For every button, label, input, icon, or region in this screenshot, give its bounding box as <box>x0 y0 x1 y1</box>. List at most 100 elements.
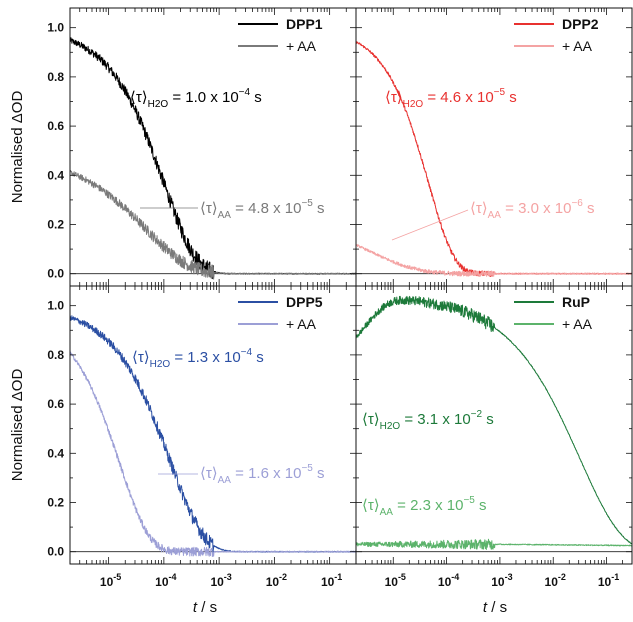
x-tick-label: 10-5 <box>100 572 121 589</box>
x-axis-labels: t / s t / s <box>193 599 507 616</box>
legend-label: + AA <box>286 316 317 332</box>
x-tick-exponent: -4 <box>169 572 177 582</box>
x-tick-exponent: -2 <box>279 572 287 582</box>
annotation-tau: ⟨τ⟩AA = 2.3 x 10−5 s <box>362 495 487 518</box>
x-tick-exponent: -1 <box>334 572 342 582</box>
legend-label: DPP5 <box>286 294 323 310</box>
legend-label: DPP2 <box>562 16 599 32</box>
annotation-exponent: −5 <box>301 198 313 209</box>
x-tick-base: 10 <box>100 575 114 589</box>
annotation-unit: s <box>505 89 517 106</box>
y-axis-label: Normalised ΔOD <box>9 369 26 482</box>
series-line--aa-1 <box>356 244 632 277</box>
x-tick-label: 10-2 <box>266 572 287 589</box>
annotation-subscript: H2O <box>150 359 171 370</box>
annotation-subscript: AA <box>488 210 502 221</box>
y-tick-label: 0.0 <box>47 267 64 281</box>
annotation-value: = 4.6 x 10 <box>423 89 493 106</box>
x-tick-label: 10-5 <box>385 572 406 589</box>
panels-group: 0.0 0.2 0.4 0.6 0.8 1.0 Normalised ΔOD DPP1 + AA… <box>9 7 633 589</box>
y-tick-label: 0.8 <box>47 70 64 84</box>
annotation-tau: ⟨τ⟩H2O = 4.6 x 10−5 s <box>385 87 517 110</box>
annotation-value: = 4.8 x 10 <box>231 200 301 217</box>
annotation-tau: ⟨τ⟩H2O = 1.3 x 10−4 s <box>132 347 264 370</box>
annotation-value: = 1.0 x 10 <box>168 89 238 106</box>
legend-label: + AA <box>562 38 593 54</box>
x-tick-label: 10-4 <box>438 572 459 589</box>
series-line-dpp2-0 <box>356 40 632 277</box>
annotation-symbol: ⟨τ⟩ <box>362 497 380 514</box>
x-axis-label-right: t / s <box>483 599 507 616</box>
annotation-tau: ⟨τ⟩H2O = 1.0 x 10−4 s <box>130 87 262 110</box>
x-tick-base: 10 <box>438 575 452 589</box>
annotation-value: = 3.1 x 10 <box>400 411 470 428</box>
series-line--aa-1 <box>70 351 356 558</box>
legend-label: DPP1 <box>286 16 323 32</box>
y-tick-label: 0.2 <box>47 495 64 509</box>
annotation-unit: s <box>313 200 325 217</box>
y-axis-label: Normalised ΔOD <box>9 91 26 204</box>
y-tick-label: 1.0 <box>47 21 64 35</box>
axes-frame <box>355 285 633 565</box>
annotation-subscript: H2O <box>403 99 424 110</box>
annotation-tau: ⟨τ⟩H2O = 3.1 x 10−2 s <box>362 409 494 432</box>
annotation-unit: s <box>475 497 487 514</box>
annotation-exponent: −4 <box>241 347 253 358</box>
y-tick-label: 0.6 <box>47 119 64 133</box>
x-tick-label: 10-3 <box>491 572 512 589</box>
annotation-leader-line <box>391 209 469 241</box>
x-tick-exponent: -3 <box>505 572 513 582</box>
annotation-subscript: AA <box>380 507 394 518</box>
annotation-symbol: ⟨τ⟩ <box>200 465 218 482</box>
annotation-symbol: ⟨τ⟩ <box>130 89 148 106</box>
annotation-symbol: ⟨τ⟩ <box>200 200 218 217</box>
annotation-value: = 1.6 x 10 <box>231 465 301 482</box>
x-tick-label: 10-3 <box>210 572 231 589</box>
y-tick-label: 0.8 <box>47 348 64 362</box>
x-tick-base: 10 <box>545 575 559 589</box>
annotation-value: = 3.0 x 10 <box>501 200 571 217</box>
annotation-subscript: AA <box>218 210 232 221</box>
x-axis-label-left: t / s <box>193 599 217 616</box>
x-tick-base: 10 <box>385 575 399 589</box>
series-line-dpp1-0 <box>70 37 356 280</box>
x-tick-exponent: -4 <box>451 572 459 582</box>
x-tick-label: 10-1 <box>598 572 619 589</box>
plot-area <box>70 315 356 558</box>
panel-top-left: 0.0 0.2 0.4 0.6 0.8 1.0 Normalised ΔOD DPP1 + AA… <box>9 7 357 287</box>
x-tick-base: 10 <box>266 575 280 589</box>
annotation-exponent: −6 <box>571 198 583 209</box>
y-tick-label: 0.4 <box>47 168 64 182</box>
x-tick-label: 10-2 <box>545 572 566 589</box>
x-tick-label: 10-4 <box>155 572 176 589</box>
legend-label: RuP <box>562 294 590 310</box>
annotation-value: = 2.3 x 10 <box>393 497 463 514</box>
annotation-exponent: −4 <box>239 87 251 98</box>
annotation-unit: s <box>482 411 494 428</box>
y-tick-label: 1.0 <box>47 299 64 313</box>
series-line--aa-1 <box>356 538 632 550</box>
annotation-subscript: H2O <box>148 99 169 110</box>
plot-area <box>356 295 632 550</box>
annotation-symbol: ⟨τ⟩ <box>470 200 488 217</box>
x-tick-base: 10 <box>155 575 169 589</box>
annotation-subscript: AA <box>218 475 232 486</box>
legend-label: + AA <box>562 316 593 332</box>
annotation-exponent: −2 <box>471 409 483 420</box>
x-tick-exponent: -2 <box>558 572 566 582</box>
panel-bottom-left: 0.00.20.40.60.81.010-5 10-4 10-3 10-2 10-1No… <box>9 285 357 589</box>
annotation-unit: s <box>313 465 325 482</box>
x-tick-exponent: -5 <box>113 572 121 582</box>
plot-area <box>356 40 632 277</box>
series-line--aa-1 <box>70 169 356 280</box>
annotation-tau: ⟨τ⟩AA = 3.0 x 10−6 s <box>470 198 595 221</box>
annotation-subscript: H2O <box>380 421 401 432</box>
annotation-tau: ⟨τ⟩AA = 4.8 x 10−5 s <box>200 198 325 221</box>
annotation-value: = 1.3 x 10 <box>170 349 240 366</box>
annotation-exponent: −5 <box>463 495 475 506</box>
annotation-unit: s <box>583 200 595 217</box>
x-tick-exponent: -3 <box>224 572 232 582</box>
annotation-exponent: −5 <box>494 87 506 98</box>
annotation-symbol: ⟨τ⟩ <box>362 411 380 428</box>
